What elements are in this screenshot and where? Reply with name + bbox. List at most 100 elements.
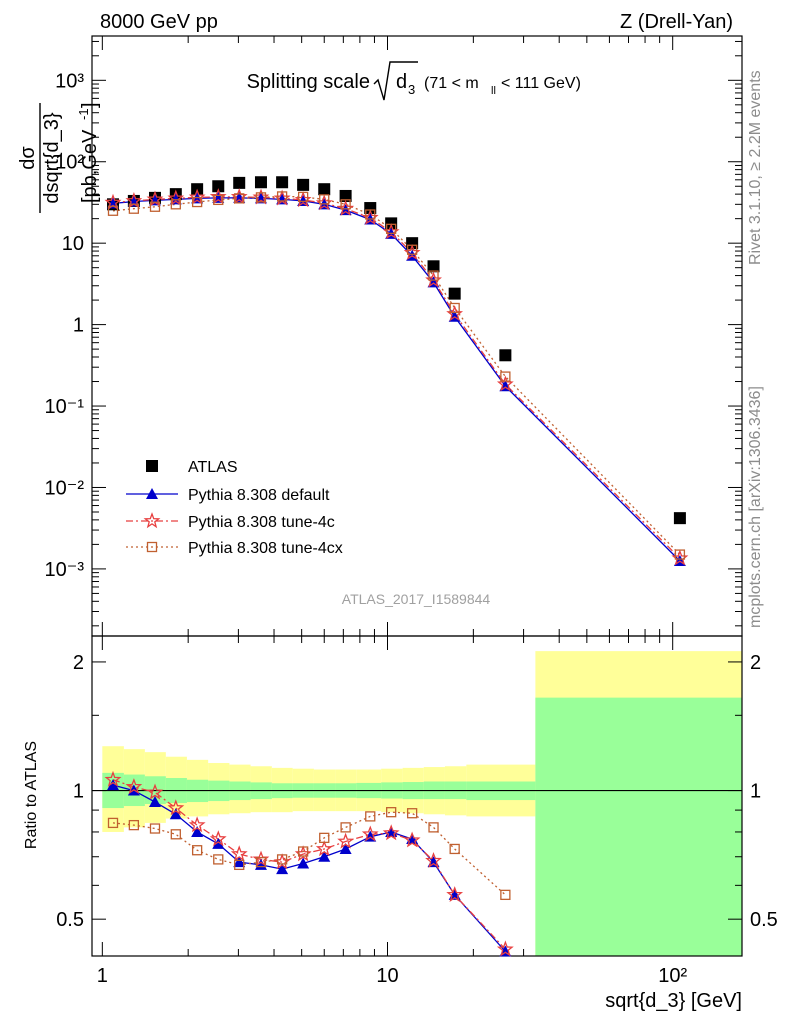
- title-range-sub: ll: [491, 85, 496, 97]
- ratio-point: [169, 808, 182, 820]
- x-tick-label: 1: [97, 965, 108, 987]
- ratio-line-3: [112, 811, 506, 896]
- legend-label: Pythia 8.308 tune-4c: [188, 514, 335, 531]
- ratio-point: [188, 816, 206, 833]
- ratio-frame: [91, 635, 743, 957]
- data-point: [406, 244, 418, 255]
- ylabel-num: dσ: [17, 146, 39, 170]
- ratio-point: [449, 843, 460, 855]
- data-point: [191, 196, 203, 208]
- y-tick-label: 10: [62, 233, 84, 255]
- ratio-point: [276, 854, 288, 865]
- data-point: [107, 205, 119, 216]
- ratio-y-tick-label: 1: [73, 781, 84, 803]
- ratio-point: [496, 940, 514, 957]
- data-point: [673, 512, 686, 525]
- legend-label: Pythia 8.308 tune-4cx: [188, 540, 343, 557]
- data-point: [427, 260, 440, 273]
- ratio-point: [191, 825, 204, 837]
- mcplots-label: mcplots.cern.ch [arXiv:1306.3436]: [747, 386, 764, 628]
- main-plot: 10⁻³ 10⁻² 10⁻¹ 1 10 10² 10³: [45, 35, 743, 956]
- ratio-point: [212, 837, 225, 849]
- ratio-point: [425, 851, 442, 868]
- y-tick-label: 10³: [55, 70, 84, 92]
- y-tick-label: 10⁻²: [45, 477, 85, 499]
- ratio-point: [319, 832, 330, 844]
- legend-label: Pythia 8.308 default: [188, 487, 330, 504]
- ratio-ylabel: Ratio to ATLAS: [23, 741, 40, 849]
- data-point: [213, 194, 224, 206]
- data-point: [365, 209, 376, 220]
- legend-marker: [146, 541, 158, 553]
- data-point: [276, 176, 289, 189]
- data-point: [339, 189, 352, 202]
- series-line-2: [112, 196, 681, 559]
- legend-marker: [146, 488, 158, 499]
- ylabel-unit-post: ]: [79, 102, 101, 108]
- data-point: [449, 302, 460, 314]
- legend-marker: [143, 512, 161, 529]
- data-point: [233, 176, 246, 189]
- data-point: [674, 549, 686, 560]
- ratio-point: [339, 842, 352, 854]
- data-point: [170, 199, 181, 210]
- data-point: [234, 193, 245, 204]
- data-point: [499, 349, 512, 362]
- x-tick-label: 10²: [658, 965, 687, 987]
- ratio-point: [146, 783, 164, 800]
- ratio-point: [104, 770, 122, 787]
- data-point: [297, 178, 310, 191]
- ratio-point: [428, 822, 439, 833]
- ratio-y-tick-label: 0.5: [56, 909, 84, 931]
- ratio-point: [297, 857, 310, 869]
- ratio-point: [276, 863, 289, 875]
- data-point: [340, 199, 351, 210]
- x-tick-label: 10: [376, 965, 398, 987]
- main-title: Splitting scale d 3 (71 < m ll < 111 GeV…: [247, 61, 581, 101]
- y-tick-label: 10⁻³: [45, 559, 85, 581]
- ratio-point: [382, 824, 400, 841]
- analysis-watermark: ATLAS_2017_I1589844: [342, 591, 491, 607]
- ratio-point: [386, 807, 397, 818]
- y-tick-label: 10²: [55, 152, 84, 174]
- ratio-point: [318, 850, 331, 862]
- ratio-point: [107, 817, 119, 829]
- ratio-stat-band: [535, 697, 742, 956]
- ratio-point: [340, 822, 351, 833]
- title-text: Splitting scale: [247, 71, 370, 93]
- ratio-point: [315, 840, 333, 857]
- data-point: [104, 193, 122, 210]
- ratio-point: [255, 856, 267, 868]
- series-line-1: [112, 197, 681, 562]
- ratio-point: [148, 796, 161, 808]
- ratio-point: [446, 886, 464, 902]
- header-left: 8000 GeV pp: [100, 11, 218, 33]
- data-point: [319, 194, 330, 205]
- data-point: [318, 183, 331, 196]
- y-tick-label: 10⁻¹: [45, 396, 85, 418]
- data-point: [500, 371, 511, 382]
- title-symbol-sub: 3: [408, 82, 415, 97]
- ratio-point: [213, 854, 224, 865]
- data-point: [212, 180, 225, 193]
- title-range-post: < 111 GeV): [501, 75, 581, 92]
- data-point: [448, 287, 461, 300]
- ratio-point: [128, 819, 140, 831]
- legend-label: ATLAS: [188, 459, 238, 476]
- data-point: [128, 203, 140, 214]
- ratio-point: [403, 831, 421, 848]
- ratio-point: [500, 889, 511, 901]
- ratio-point: [167, 799, 185, 816]
- ylabel-unit-exp: -1: [76, 108, 91, 120]
- data-point: [364, 202, 377, 215]
- data-point: [386, 223, 397, 234]
- ratio-point: [406, 808, 418, 819]
- data-point: [428, 270, 439, 281]
- ratio-point: [107, 779, 120, 791]
- ratio-point: [170, 829, 181, 840]
- title-symbol: d: [396, 71, 407, 93]
- data-point: [149, 201, 161, 212]
- ratio-point: [230, 845, 248, 862]
- main-ylabel: dσ dsqrt{d_3} [pb,GeV -1 ]: [17, 102, 101, 213]
